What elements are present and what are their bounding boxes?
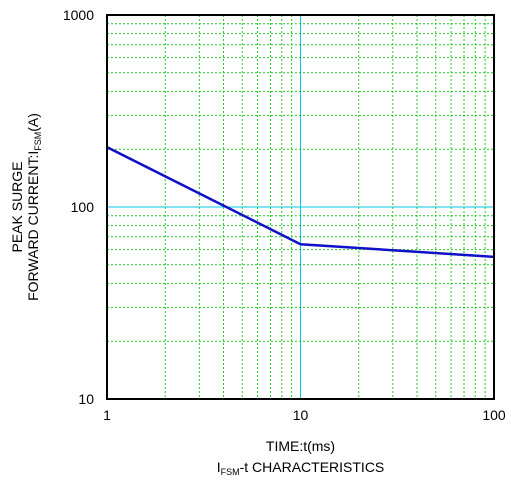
chart-caption: IFSM-t CHARACTERISTICS <box>217 459 385 477</box>
series-layer <box>106 146 495 259</box>
grid-layer <box>107 15 494 399</box>
y-tick-label: 100 <box>71 199 95 215</box>
y-axis-title-line2: FORWARD CURRENT:IFSM(A) <box>25 113 43 301</box>
ylabel-prefix: FORWARD CURRENT:I <box>25 151 41 301</box>
caption-suffix: -t CHARACTERISTICS <box>240 459 385 475</box>
ylabel-subscript: FSM <box>33 132 43 151</box>
series-line <box>106 146 495 259</box>
ylabel-suffix: (A) <box>25 113 41 132</box>
y-axis-title: PEAK SURGE FORWARD CURRENT:IFSM(A) <box>9 113 43 301</box>
y-tick-label: 10 <box>78 391 94 407</box>
y-tick-label: 1000 <box>63 7 94 23</box>
caption-subscript: FSM <box>221 467 240 477</box>
y-axis-title-line1: PEAK SURGE <box>9 161 25 252</box>
plot-frame <box>106 14 495 400</box>
x-tick-label: 10 <box>293 407 309 423</box>
caption-prefix: I <box>217 459 221 475</box>
x-tick-label: 1 <box>103 407 111 423</box>
x-axis-title: TIME:t(ms) <box>266 438 335 454</box>
x-tick-label: 100 <box>482 407 506 423</box>
